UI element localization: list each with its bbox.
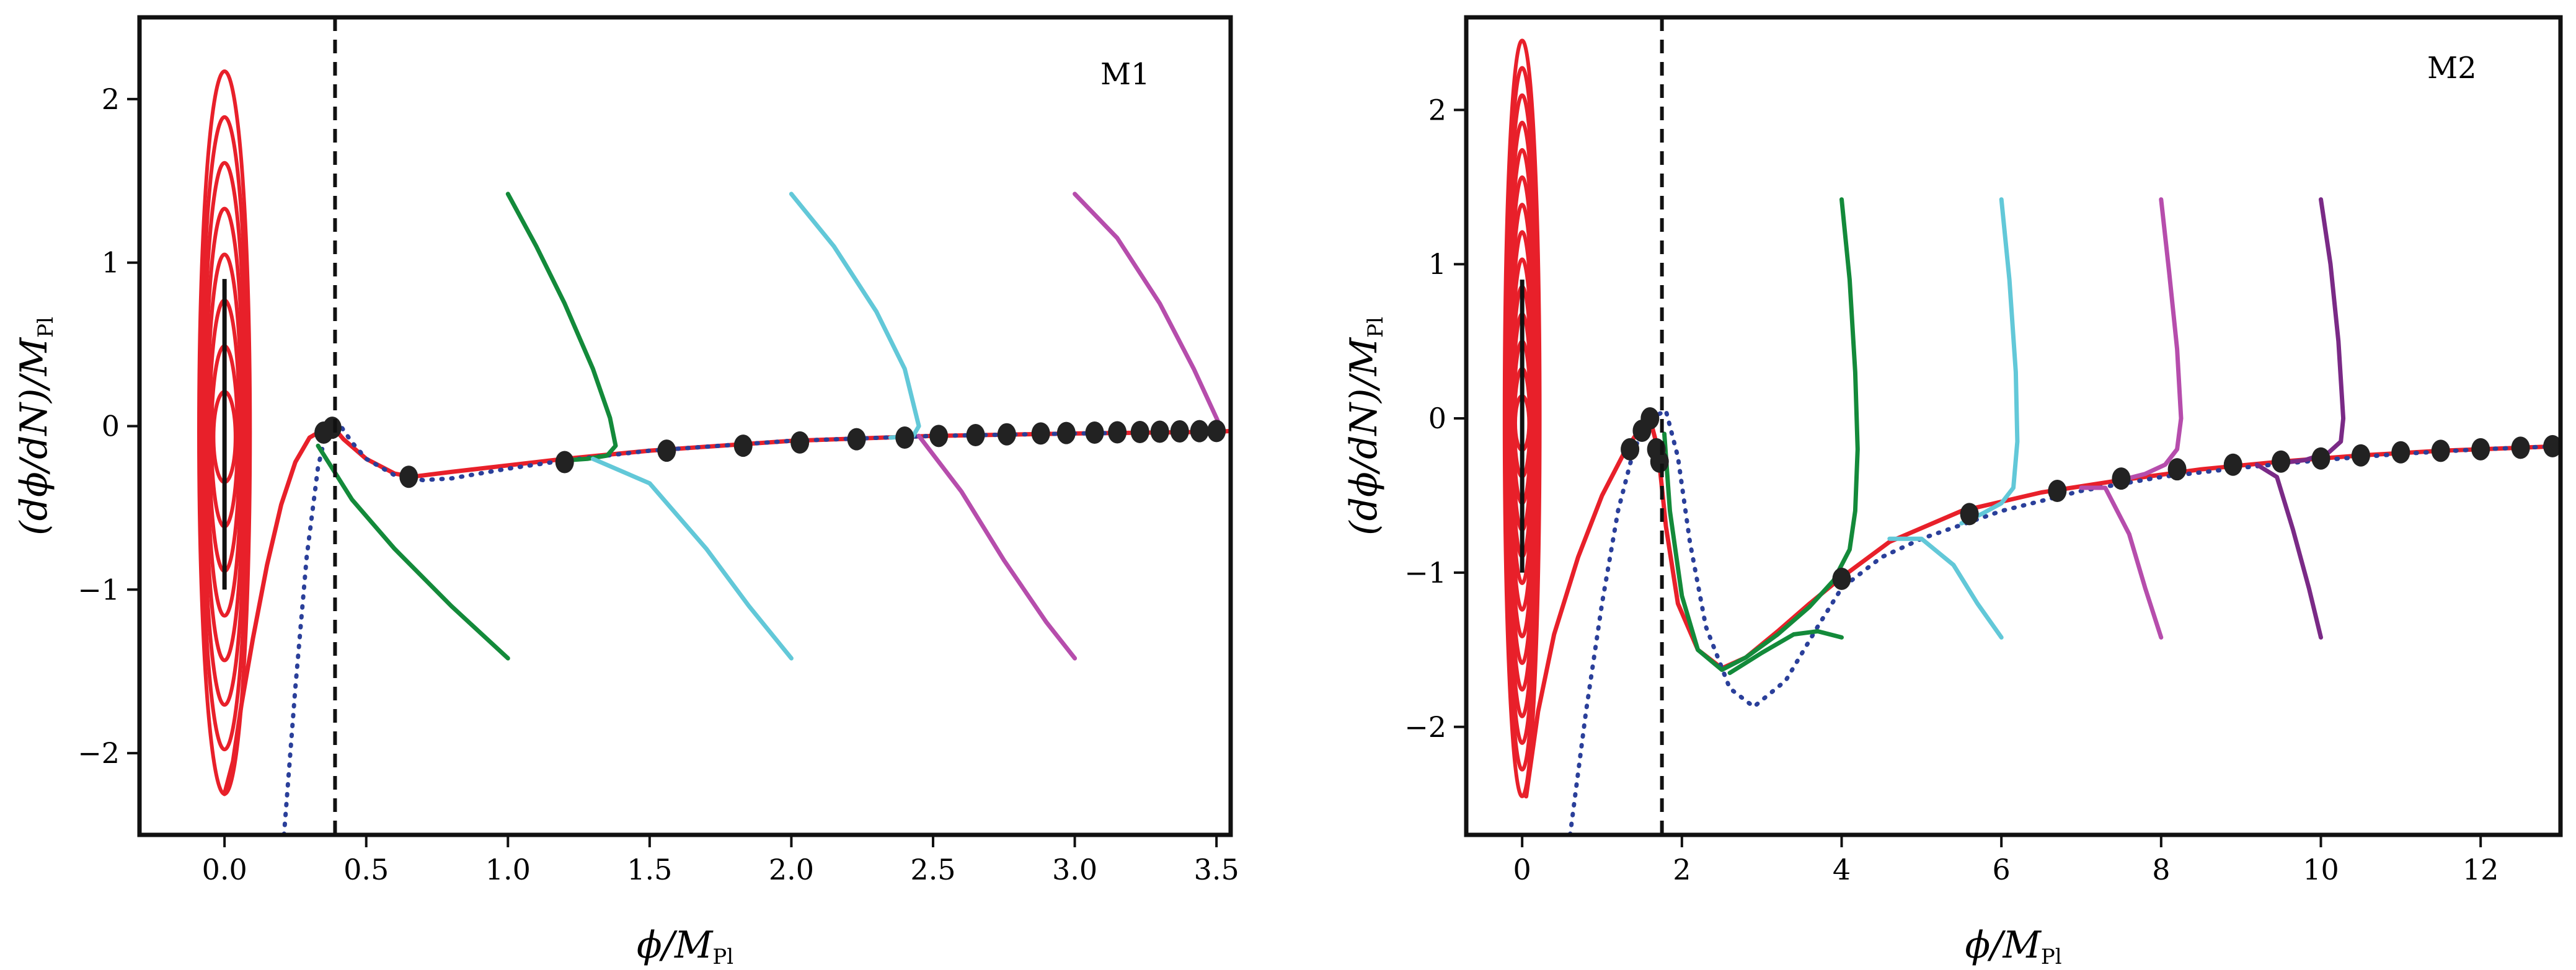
x-tick-label: 3.0 bbox=[1052, 853, 1097, 886]
data-marker bbox=[1170, 420, 1189, 443]
data-marker bbox=[2351, 444, 2370, 467]
series-purple bbox=[2278, 197, 2346, 465]
x-tick-label: 3.5 bbox=[1194, 853, 1239, 886]
series-red bbox=[222, 424, 1231, 796]
data-marker bbox=[1150, 420, 1169, 443]
data-marker bbox=[322, 417, 342, 439]
data-marker bbox=[2471, 438, 2490, 461]
x-tick-label: 2.5 bbox=[910, 853, 955, 886]
data-marker bbox=[1130, 420, 1149, 443]
y-axis-label: (dϕ/dN)/MPl bbox=[1342, 317, 1388, 536]
spiral-ring bbox=[199, 115, 250, 752]
x-tick-label: 1.0 bbox=[485, 853, 531, 886]
series-blue-dotted bbox=[1568, 408, 2561, 835]
data-marker bbox=[847, 428, 866, 451]
series-cyan-branch bbox=[1887, 536, 2004, 640]
data-marker bbox=[1190, 420, 1209, 443]
y-tick-label: 1 bbox=[102, 246, 120, 280]
series-magenta-branch bbox=[916, 433, 1078, 661]
data-marker bbox=[2048, 480, 2067, 503]
x-tick-label: 4 bbox=[1833, 853, 1851, 886]
data-marker bbox=[555, 451, 574, 474]
plot-frame bbox=[1464, 15, 2563, 837]
data-marker bbox=[997, 423, 1016, 446]
data-marker bbox=[2543, 434, 2561, 457]
y-tick-label: −1 bbox=[77, 573, 120, 606]
data-marker bbox=[2223, 453, 2242, 476]
data-marker bbox=[966, 424, 985, 447]
y-tick-label: −2 bbox=[77, 736, 120, 770]
y-tick-label: 2 bbox=[102, 82, 120, 116]
series-purple-branch bbox=[2254, 462, 2323, 640]
data-marker bbox=[1960, 503, 1979, 526]
spiral-ring bbox=[201, 161, 248, 707]
series-green bbox=[1662, 197, 1860, 672]
data-marker bbox=[1085, 421, 1104, 444]
data-marker bbox=[1108, 421, 1127, 444]
data-marker bbox=[657, 439, 676, 462]
series-magenta bbox=[2118, 197, 2184, 483]
x-axis-label: ϕ/MPl bbox=[637, 924, 733, 969]
data-marker bbox=[733, 434, 753, 457]
y-tick-label: 2 bbox=[1428, 93, 1446, 126]
series-cyan bbox=[789, 192, 921, 440]
data-marker bbox=[1621, 438, 1640, 461]
data-marker bbox=[2272, 450, 2291, 473]
panel-m1: 0.0 0.5 1.0 1.5 2.0 2.5 3.0 3.5 −2 −1 0 1 2 M1 ϕ/MPl (d… bbox=[12, 15, 1239, 969]
data-marker bbox=[790, 431, 810, 454]
x-tick-label: 12 bbox=[2463, 853, 2499, 886]
data-marker bbox=[2311, 447, 2330, 470]
y-tick-label: 0 bbox=[102, 410, 120, 443]
y-tick-label: −2 bbox=[1404, 710, 1446, 744]
x-tick-label: 0.0 bbox=[202, 853, 247, 886]
data-marker bbox=[399, 465, 418, 488]
data-marker bbox=[929, 425, 949, 448]
y-tick-label: 0 bbox=[1428, 402, 1446, 435]
data-marker bbox=[895, 426, 914, 449]
x-tick-label: 2.0 bbox=[769, 853, 814, 886]
data-marker bbox=[2112, 467, 2131, 490]
x-tick-label: 10 bbox=[2303, 853, 2339, 886]
series-green-branch bbox=[316, 443, 510, 661]
x-tick-label: 1.5 bbox=[627, 853, 672, 886]
series-cyan-branch bbox=[590, 456, 794, 661]
data-marker bbox=[1031, 422, 1050, 445]
series-green-branch bbox=[1727, 629, 1844, 676]
data-marker bbox=[2431, 439, 2450, 462]
data-marker bbox=[1650, 450, 1669, 473]
data-marker bbox=[1832, 567, 1851, 590]
x-tick-label: 8 bbox=[2152, 853, 2170, 886]
y-tick-label: 1 bbox=[1428, 247, 1446, 281]
x-axis-label: ϕ/MPl bbox=[1965, 924, 2061, 969]
data-marker bbox=[1207, 420, 1226, 443]
panel-title: M1 bbox=[1100, 57, 1150, 92]
data-marker bbox=[1640, 407, 1660, 430]
data-marker bbox=[2167, 458, 2187, 481]
x-tick-label: 6 bbox=[1993, 853, 2011, 886]
x-tick-label: 0 bbox=[1513, 853, 1531, 886]
series-magenta bbox=[1073, 192, 1224, 433]
y-axis-label: (dϕ/dN)/MPl bbox=[12, 317, 58, 536]
series-cyan bbox=[1959, 197, 2020, 526]
y-tick-label: −1 bbox=[1404, 556, 1446, 589]
plot-area bbox=[1502, 38, 2561, 835]
series-green bbox=[505, 192, 618, 463]
panel-title: M2 bbox=[2427, 51, 2477, 86]
data-marker bbox=[2511, 436, 2530, 459]
x-tick-label: 0.5 bbox=[343, 853, 389, 886]
series-magenta-branch bbox=[2079, 485, 2164, 640]
series-red bbox=[1524, 416, 2561, 799]
spiral-ring bbox=[203, 206, 246, 663]
x-tick-label: 2 bbox=[1673, 853, 1691, 886]
data-marker bbox=[2391, 441, 2410, 464]
series-blue-dotted bbox=[281, 415, 1219, 835]
plot-area bbox=[197, 69, 1231, 835]
data-marker bbox=[1056, 421, 1076, 444]
spiral-ring bbox=[205, 252, 244, 618]
